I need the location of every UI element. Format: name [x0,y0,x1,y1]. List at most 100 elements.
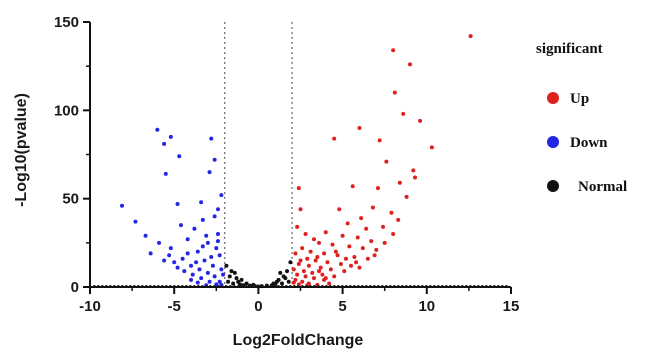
data-point-up [300,279,305,284]
data-point-down [190,272,195,277]
data-point-up [392,90,397,95]
data-point-up [396,217,401,222]
data-point-up [330,242,335,247]
y-tick-label: 0 [71,279,79,296]
data-point-down [202,258,207,263]
data-point-down [192,226,197,231]
data-point-up [303,274,308,279]
data-point-up [308,249,313,254]
data-point-down [212,214,217,219]
data-point-up [296,262,301,267]
data-point-up [335,253,340,258]
data-point-down [180,256,185,261]
data-point-down [177,154,182,159]
x-tick-label: 0 [254,298,262,315]
data-point-normal [274,279,279,284]
data-point-normal [232,270,237,275]
data-point-up [317,240,322,245]
data-point-down [205,270,210,275]
data-point-normal [229,269,234,274]
data-point-up [411,168,416,173]
data-point-up [313,258,318,263]
data-point-down [182,269,187,274]
data-point-down [207,279,212,284]
data-point-down [168,246,173,251]
data-point-normal [285,269,290,274]
legend-label-down: Down [570,135,608,151]
data-point-up [382,240,387,245]
legend-items: Up Down Normal [547,91,627,195]
data-point-normal [224,263,229,268]
data-point-up [305,256,310,261]
data-point-up [323,230,328,235]
data-point-up [468,34,473,39]
data-point-down [219,193,224,198]
data-point-up [354,260,359,265]
data-point-down [207,170,212,175]
data-point-up [384,159,389,164]
data-point-up [320,272,325,277]
x-tick-label: 5 [338,298,346,315]
data-point-up [401,111,406,116]
data-point-up [322,251,327,256]
data-point-up [345,221,350,226]
data-point-normal [236,279,241,284]
data-point-up [327,281,332,286]
data-point-up [337,207,342,212]
data-point-up [295,224,300,229]
data-point-down [172,260,177,265]
data-point-up [311,276,316,281]
data-point-normal [271,281,276,286]
data-point-up [391,48,396,53]
data-point-up [404,194,409,199]
data-point-up [381,224,386,229]
data-point-down [175,265,180,270]
legend-title: significant [536,41,603,57]
data-point-up [357,265,362,270]
data-point-normal [234,276,239,281]
data-point-up [293,251,298,256]
data-point-up [300,246,305,251]
data-point-up [333,249,338,254]
data-point-down [143,233,148,238]
data-point-down [219,267,224,272]
x-tick-label: 15 [503,298,520,315]
data-point-up [429,145,434,150]
legend: significant Up Down Normal [536,41,627,195]
data-point-down [215,232,220,236]
data-point-down [175,201,180,206]
data-point-down [215,207,220,212]
data-point-up [298,258,303,263]
data-point-down [221,272,226,277]
data-point-up [328,267,333,272]
data-point-up [347,244,352,249]
data-point-down [195,249,200,254]
data-point-down [133,219,138,224]
data-point-up [310,270,315,275]
legend-marker-normal [547,180,559,192]
data-point-up [413,175,418,180]
data-point-down [217,253,222,258]
data-point-down [163,171,168,176]
data-point-down [155,127,160,132]
data-point-down [209,136,214,141]
x-tick-label: -10 [79,298,101,315]
data-point-down [167,253,172,258]
data-point-down [200,217,205,222]
data-point-up [295,272,300,277]
data-point-down [157,240,162,245]
data-point-normal [278,270,283,275]
y-tick-label: 100 [54,102,79,119]
data-point-up [342,269,347,274]
data-point-down [178,223,183,228]
data-point-down [209,254,214,259]
legend-label-normal: Normal [578,179,627,195]
data-point-up [332,274,337,279]
data-point-down [200,244,205,249]
data-point-up [343,256,348,261]
data-point-up [317,269,322,274]
data-point-down [199,200,204,205]
x-axis-title: Log2FoldChange [233,332,364,349]
data-point-up [364,226,369,231]
